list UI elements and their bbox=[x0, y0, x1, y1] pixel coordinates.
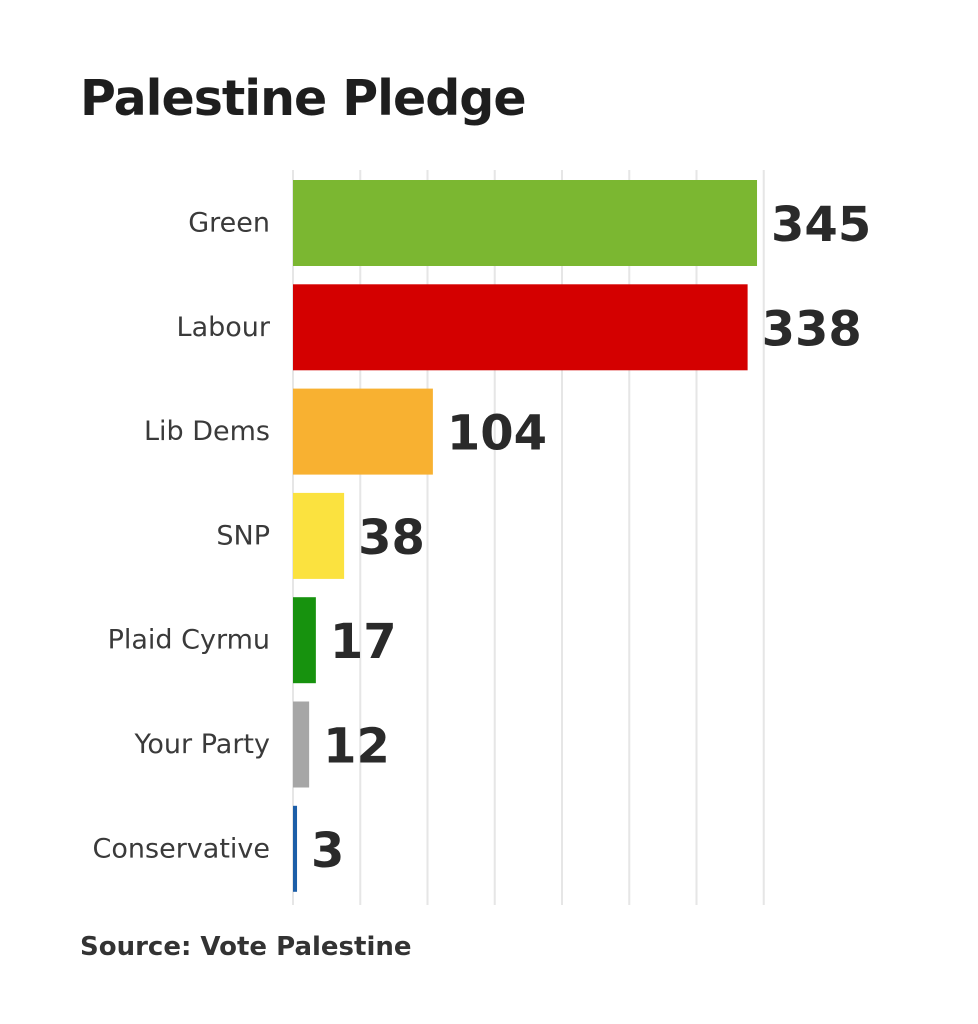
value-label: 38 bbox=[358, 510, 425, 566]
category-label: Labour bbox=[177, 312, 271, 343]
bars bbox=[293, 180, 758, 892]
value-label: 338 bbox=[762, 301, 862, 357]
bar-labour bbox=[293, 284, 748, 371]
bar-snp bbox=[293, 492, 345, 579]
bar-plaid-cyrmu bbox=[293, 597, 316, 684]
category-label: Lib Dems bbox=[144, 416, 270, 447]
bar-conservative bbox=[293, 805, 298, 892]
value-label: 12 bbox=[323, 719, 390, 775]
chart-source: Source: Vote Palestine bbox=[80, 932, 412, 962]
chart-title: Palestine Pledge bbox=[80, 70, 527, 127]
category-label: Green bbox=[188, 208, 270, 239]
category-label: Plaid Cyrmu bbox=[108, 625, 270, 656]
category-label: Your Party bbox=[133, 729, 270, 760]
bar-your-party bbox=[293, 701, 310, 788]
bar-lib-dems bbox=[293, 388, 433, 475]
value-label: 3 bbox=[311, 823, 344, 879]
value-label: 104 bbox=[447, 406, 547, 462]
value-labels: 345 338 104 38 17 12 3 bbox=[311, 197, 871, 879]
value-label: 345 bbox=[771, 197, 871, 253]
category-labels: Green Labour Lib Dems SNP Plaid Cyrmu Your Pa… bbox=[93, 208, 271, 865]
category-label: Conservative bbox=[93, 833, 270, 864]
category-label: SNP bbox=[216, 520, 270, 551]
bar-green bbox=[293, 180, 758, 266]
value-label: 17 bbox=[330, 614, 397, 670]
